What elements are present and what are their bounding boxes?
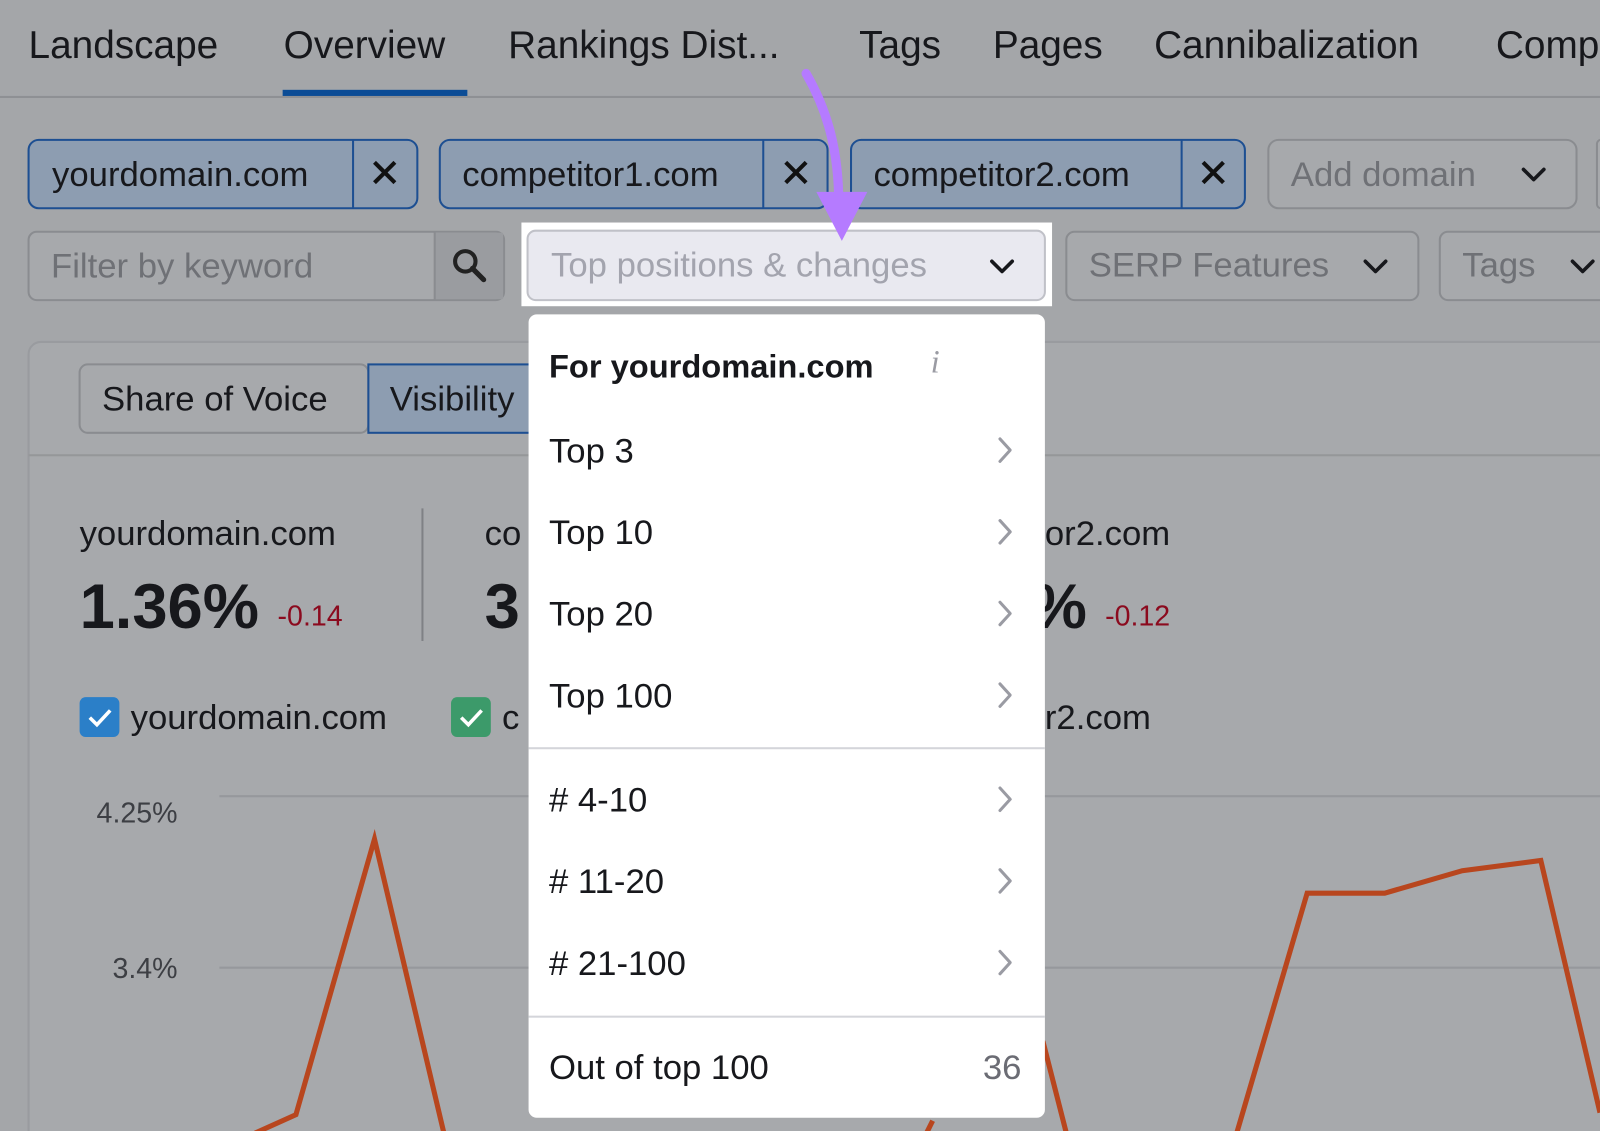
toggle-label: Visibility xyxy=(390,380,515,418)
keyword-placeholder: Filter by keyword xyxy=(51,248,313,286)
y-tick-label: 4.25% xyxy=(97,798,178,830)
legend-label: yourdomain.com xyxy=(131,699,387,737)
chart-line xyxy=(1234,857,1600,1131)
toggle-label: Share of Voice xyxy=(102,380,328,418)
dropdown-item[interactable]: # 4-10 xyxy=(549,781,647,819)
domain-chip xyxy=(27,138,419,210)
stat-domain: yourdomain.com xyxy=(80,515,336,553)
check-icon xyxy=(459,709,483,728)
chevron xyxy=(998,949,1012,976)
chart-line xyxy=(254,828,447,1131)
chevron xyxy=(990,259,1015,274)
legend-label: c xyxy=(502,699,519,737)
item-count: 36 xyxy=(983,1049,1022,1087)
stat-change: -0.14 xyxy=(278,601,343,633)
y-tick-label: 3.4% xyxy=(112,953,177,985)
tab[interactable]: Pages xyxy=(993,24,1103,67)
legend-checkbox[interactable] xyxy=(451,697,491,737)
info-icon[interactable]: i xyxy=(931,345,940,381)
chevron xyxy=(998,519,1012,545)
toggle-button-active[interactable] xyxy=(367,363,543,434)
tab[interactable]: Comp xyxy=(1496,24,1599,67)
stat-domain: or2.com xyxy=(1045,515,1170,553)
remove-icon[interactable] xyxy=(373,160,397,185)
active-tab-underline xyxy=(282,89,468,97)
domain-label: yourdomain.com xyxy=(52,156,308,194)
annotation-arrowhead xyxy=(816,191,868,241)
dropdown-heading: For yourdomain.com xyxy=(549,348,874,385)
remove-icon[interactable] xyxy=(784,160,808,185)
keyword-input[interactable] xyxy=(27,230,506,302)
dropdown-item[interactable]: # 21-100 xyxy=(549,945,686,983)
dropdown-divider xyxy=(528,1015,1045,1018)
tab[interactable]: Tags xyxy=(859,24,941,67)
chevron xyxy=(998,868,1012,894)
tab-divider xyxy=(0,95,1600,98)
add-domain-label: Add domain xyxy=(1291,156,1476,194)
chart-line xyxy=(924,1119,935,1131)
filter-row: Filter by keyword Top positions & change… xyxy=(27,222,1600,307)
cut-control xyxy=(1595,138,1600,210)
tab[interactable]: Overview xyxy=(284,24,447,67)
dropdown-item[interactable]: Top 10 xyxy=(549,514,653,552)
legend-label: r2.com xyxy=(1045,699,1151,737)
positions-label: Top positions & changes xyxy=(551,247,927,285)
serp-select[interactable] xyxy=(1065,230,1420,302)
dropdown-item[interactable]: # 11-20 xyxy=(549,863,664,901)
search-icon-handle xyxy=(469,265,487,283)
legend-checkbox[interactable] xyxy=(79,697,120,737)
tab[interactable]: Rankings Dist... xyxy=(508,24,779,67)
serp-label: SERP Features xyxy=(1089,247,1329,285)
dropdown-item[interactable]: Top 100 xyxy=(549,677,672,715)
search-button[interactable] xyxy=(434,232,504,300)
dropdown: For yourdomain.com i Top 3 Top 10 Top 20… xyxy=(528,314,1045,1118)
stat-domain: co xyxy=(485,515,522,553)
chevron xyxy=(998,437,1012,463)
domain-chips: yourdomain.com competitor1.com competito… xyxy=(27,138,1600,210)
tags-select[interactable] xyxy=(1438,230,1600,302)
tags-label: Tags xyxy=(1462,247,1535,285)
chevron xyxy=(1570,259,1595,274)
dropdown-panel xyxy=(528,314,1045,1118)
chevron xyxy=(998,786,1012,813)
dropdown-item[interactable]: Top 3 xyxy=(549,432,634,470)
add-domain-select[interactable] xyxy=(1267,138,1578,210)
domain-chip xyxy=(850,138,1246,210)
domain-label: competitor1.com xyxy=(462,156,718,194)
legend: yourdomain.com c r2.com xyxy=(79,697,1151,737)
dropdown-item[interactable]: Top 20 xyxy=(549,596,653,634)
chevron xyxy=(998,682,1012,708)
dropdown-divider xyxy=(528,747,1045,750)
chevron xyxy=(1363,259,1388,274)
check-icon xyxy=(88,709,112,728)
dropdown-item[interactable]: Out of top 100 xyxy=(549,1049,769,1087)
remove-icon[interactable] xyxy=(1201,160,1225,185)
positions-select[interactable] xyxy=(526,229,1046,302)
tab[interactable]: Cannibalization xyxy=(1154,24,1419,67)
chevron xyxy=(998,600,1012,627)
annotation-arrow xyxy=(801,68,844,209)
domain-label: competitor2.com xyxy=(873,156,1129,194)
stat-value: 1.36% xyxy=(80,572,259,642)
tab-bar: Landscape Overview Rankings Dist... Tags… xyxy=(29,24,1600,67)
chevron xyxy=(1521,167,1546,182)
chart-line xyxy=(1040,1040,1069,1131)
search-icon xyxy=(453,249,478,274)
domain-chip xyxy=(438,138,829,210)
tab[interactable]: Landscape xyxy=(29,24,219,67)
stat-change: -0.12 xyxy=(1105,601,1170,633)
stat-value: 3 xyxy=(485,572,520,642)
